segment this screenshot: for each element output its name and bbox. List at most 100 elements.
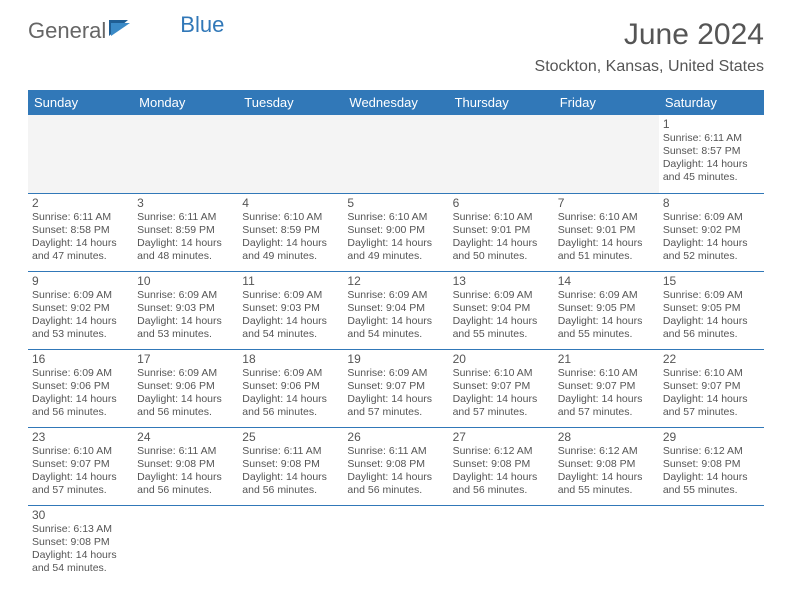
calendar-cell-empty <box>133 505 238 583</box>
daylight-text-2: and 57 minutes. <box>453 406 550 419</box>
day-info: Sunrise: 6:10 AMSunset: 9:00 PMDaylight:… <box>347 211 444 264</box>
calendar-cell: 16Sunrise: 6:09 AMSunset: 9:06 PMDayligh… <box>28 349 133 427</box>
sunset-text: Sunset: 9:03 PM <box>242 302 339 315</box>
sunrise-text: Sunrise: 6:10 AM <box>453 367 550 380</box>
day-number: 13 <box>453 274 550 288</box>
page-title: June 2024 <box>535 18 764 52</box>
daylight-text-2: and 56 minutes. <box>242 484 339 497</box>
calendar-cell: 18Sunrise: 6:09 AMSunset: 9:06 PMDayligh… <box>238 349 343 427</box>
day-number: 12 <box>347 274 444 288</box>
day-info: Sunrise: 6:09 AMSunset: 9:04 PMDaylight:… <box>347 289 444 342</box>
daylight-text-1: Daylight: 14 hours <box>663 315 760 328</box>
sunrise-text: Sunrise: 6:09 AM <box>137 367 234 380</box>
title-block: June 2024 Stockton, Kansas, United State… <box>535 18 764 76</box>
calendar-cell: 15Sunrise: 6:09 AMSunset: 9:05 PMDayligh… <box>659 271 764 349</box>
daylight-text-1: Daylight: 14 hours <box>453 237 550 250</box>
sunrise-text: Sunrise: 6:11 AM <box>137 445 234 458</box>
day-number: 24 <box>137 430 234 444</box>
daylight-text-2: and 45 minutes. <box>663 171 760 184</box>
daylight-text-2: and 55 minutes. <box>663 484 760 497</box>
daylight-text-2: and 56 minutes. <box>137 484 234 497</box>
day-info: Sunrise: 6:10 AMSunset: 9:07 PMDaylight:… <box>32 445 129 498</box>
daylight-text-1: Daylight: 14 hours <box>347 237 444 250</box>
sunset-text: Sunset: 8:59 PM <box>242 224 339 237</box>
weekday-header: Sunday <box>28 90 133 115</box>
day-info: Sunrise: 6:12 AMSunset: 9:08 PMDaylight:… <box>453 445 550 498</box>
daylight-text-1: Daylight: 14 hours <box>137 471 234 484</box>
day-number: 29 <box>663 430 760 444</box>
day-info: Sunrise: 6:09 AMSunset: 9:02 PMDaylight:… <box>663 211 760 264</box>
day-number: 25 <box>242 430 339 444</box>
calendar-row: 2Sunrise: 6:11 AMSunset: 8:58 PMDaylight… <box>28 193 764 271</box>
calendar-cell: 12Sunrise: 6:09 AMSunset: 9:04 PMDayligh… <box>343 271 448 349</box>
daylight-text-1: Daylight: 14 hours <box>347 315 444 328</box>
sunrise-text: Sunrise: 6:11 AM <box>32 211 129 224</box>
daylight-text-1: Daylight: 14 hours <box>347 471 444 484</box>
calendar-cell-empty <box>554 115 659 193</box>
day-number: 9 <box>32 274 129 288</box>
sunset-text: Sunset: 9:00 PM <box>347 224 444 237</box>
day-info: Sunrise: 6:12 AMSunset: 9:08 PMDaylight:… <box>558 445 655 498</box>
sunrise-text: Sunrise: 6:13 AM <box>32 523 129 536</box>
sunset-text: Sunset: 9:08 PM <box>32 536 129 549</box>
sunrise-text: Sunrise: 6:09 AM <box>242 289 339 302</box>
daylight-text-1: Daylight: 14 hours <box>453 393 550 406</box>
daylight-text-1: Daylight: 14 hours <box>663 393 760 406</box>
sunrise-text: Sunrise: 6:10 AM <box>663 367 760 380</box>
day-info: Sunrise: 6:10 AMSunset: 9:07 PMDaylight:… <box>663 367 760 420</box>
weekday-header: Tuesday <box>238 90 343 115</box>
calendar-row: 1Sunrise: 6:11 AMSunset: 8:57 PMDaylight… <box>28 115 764 193</box>
day-info: Sunrise: 6:10 AMSunset: 9:07 PMDaylight:… <box>453 367 550 420</box>
calendar-cell-empty <box>554 505 659 583</box>
flag-icon <box>108 18 134 44</box>
sunrise-text: Sunrise: 6:09 AM <box>347 367 444 380</box>
calendar-cell: 4Sunrise: 6:10 AMSunset: 8:59 PMDaylight… <box>238 193 343 271</box>
daylight-text-2: and 56 minutes. <box>242 406 339 419</box>
calendar-cell: 20Sunrise: 6:10 AMSunset: 9:07 PMDayligh… <box>449 349 554 427</box>
day-number: 6 <box>453 196 550 210</box>
calendar-cell: 1Sunrise: 6:11 AMSunset: 8:57 PMDaylight… <box>659 115 764 193</box>
sunrise-text: Sunrise: 6:09 AM <box>137 289 234 302</box>
daylight-text-2: and 56 minutes. <box>453 484 550 497</box>
day-number: 5 <box>347 196 444 210</box>
weekday-header: Thursday <box>449 90 554 115</box>
day-number: 7 <box>558 196 655 210</box>
daylight-text-1: Daylight: 14 hours <box>242 393 339 406</box>
day-info: Sunrise: 6:10 AMSunset: 9:01 PMDaylight:… <box>558 211 655 264</box>
calendar-cell: 30Sunrise: 6:13 AMSunset: 9:08 PMDayligh… <box>28 505 133 583</box>
day-info: Sunrise: 6:11 AMSunset: 9:08 PMDaylight:… <box>242 445 339 498</box>
calendar-cell-empty <box>659 505 764 583</box>
sunset-text: Sunset: 8:58 PM <box>32 224 129 237</box>
sunrise-text: Sunrise: 6:09 AM <box>453 289 550 302</box>
daylight-text-2: and 56 minutes. <box>347 484 444 497</box>
sunrise-text: Sunrise: 6:09 AM <box>32 289 129 302</box>
sunset-text: Sunset: 9:08 PM <box>347 458 444 471</box>
day-number: 27 <box>453 430 550 444</box>
daylight-text-2: and 49 minutes. <box>347 250 444 263</box>
day-number: 10 <box>137 274 234 288</box>
day-info: Sunrise: 6:10 AMSunset: 9:01 PMDaylight:… <box>453 211 550 264</box>
sunset-text: Sunset: 8:59 PM <box>137 224 234 237</box>
sunrise-text: Sunrise: 6:10 AM <box>32 445 129 458</box>
day-number: 22 <box>663 352 760 366</box>
daylight-text-2: and 57 minutes. <box>558 406 655 419</box>
sunset-text: Sunset: 9:02 PM <box>32 302 129 315</box>
daylight-text-2: and 57 minutes. <box>32 484 129 497</box>
calendar-cell: 25Sunrise: 6:11 AMSunset: 9:08 PMDayligh… <box>238 427 343 505</box>
daylight-text-2: and 54 minutes. <box>32 562 129 575</box>
day-info: Sunrise: 6:11 AMSunset: 8:59 PMDaylight:… <box>137 211 234 264</box>
sunset-text: Sunset: 8:57 PM <box>663 145 760 158</box>
sunset-text: Sunset: 9:08 PM <box>137 458 234 471</box>
calendar-cell: 9Sunrise: 6:09 AMSunset: 9:02 PMDaylight… <box>28 271 133 349</box>
sunset-text: Sunset: 9:04 PM <box>347 302 444 315</box>
day-info: Sunrise: 6:13 AMSunset: 9:08 PMDaylight:… <box>32 523 129 576</box>
daylight-text-1: Daylight: 14 hours <box>32 315 129 328</box>
day-number: 30 <box>32 508 129 522</box>
daylight-text-1: Daylight: 14 hours <box>347 393 444 406</box>
daylight-text-2: and 54 minutes. <box>242 328 339 341</box>
sunset-text: Sunset: 9:08 PM <box>453 458 550 471</box>
daylight-text-2: and 49 minutes. <box>242 250 339 263</box>
sunset-text: Sunset: 9:05 PM <box>663 302 760 315</box>
sunrise-text: Sunrise: 6:09 AM <box>242 367 339 380</box>
day-info: Sunrise: 6:09 AMSunset: 9:06 PMDaylight:… <box>137 367 234 420</box>
